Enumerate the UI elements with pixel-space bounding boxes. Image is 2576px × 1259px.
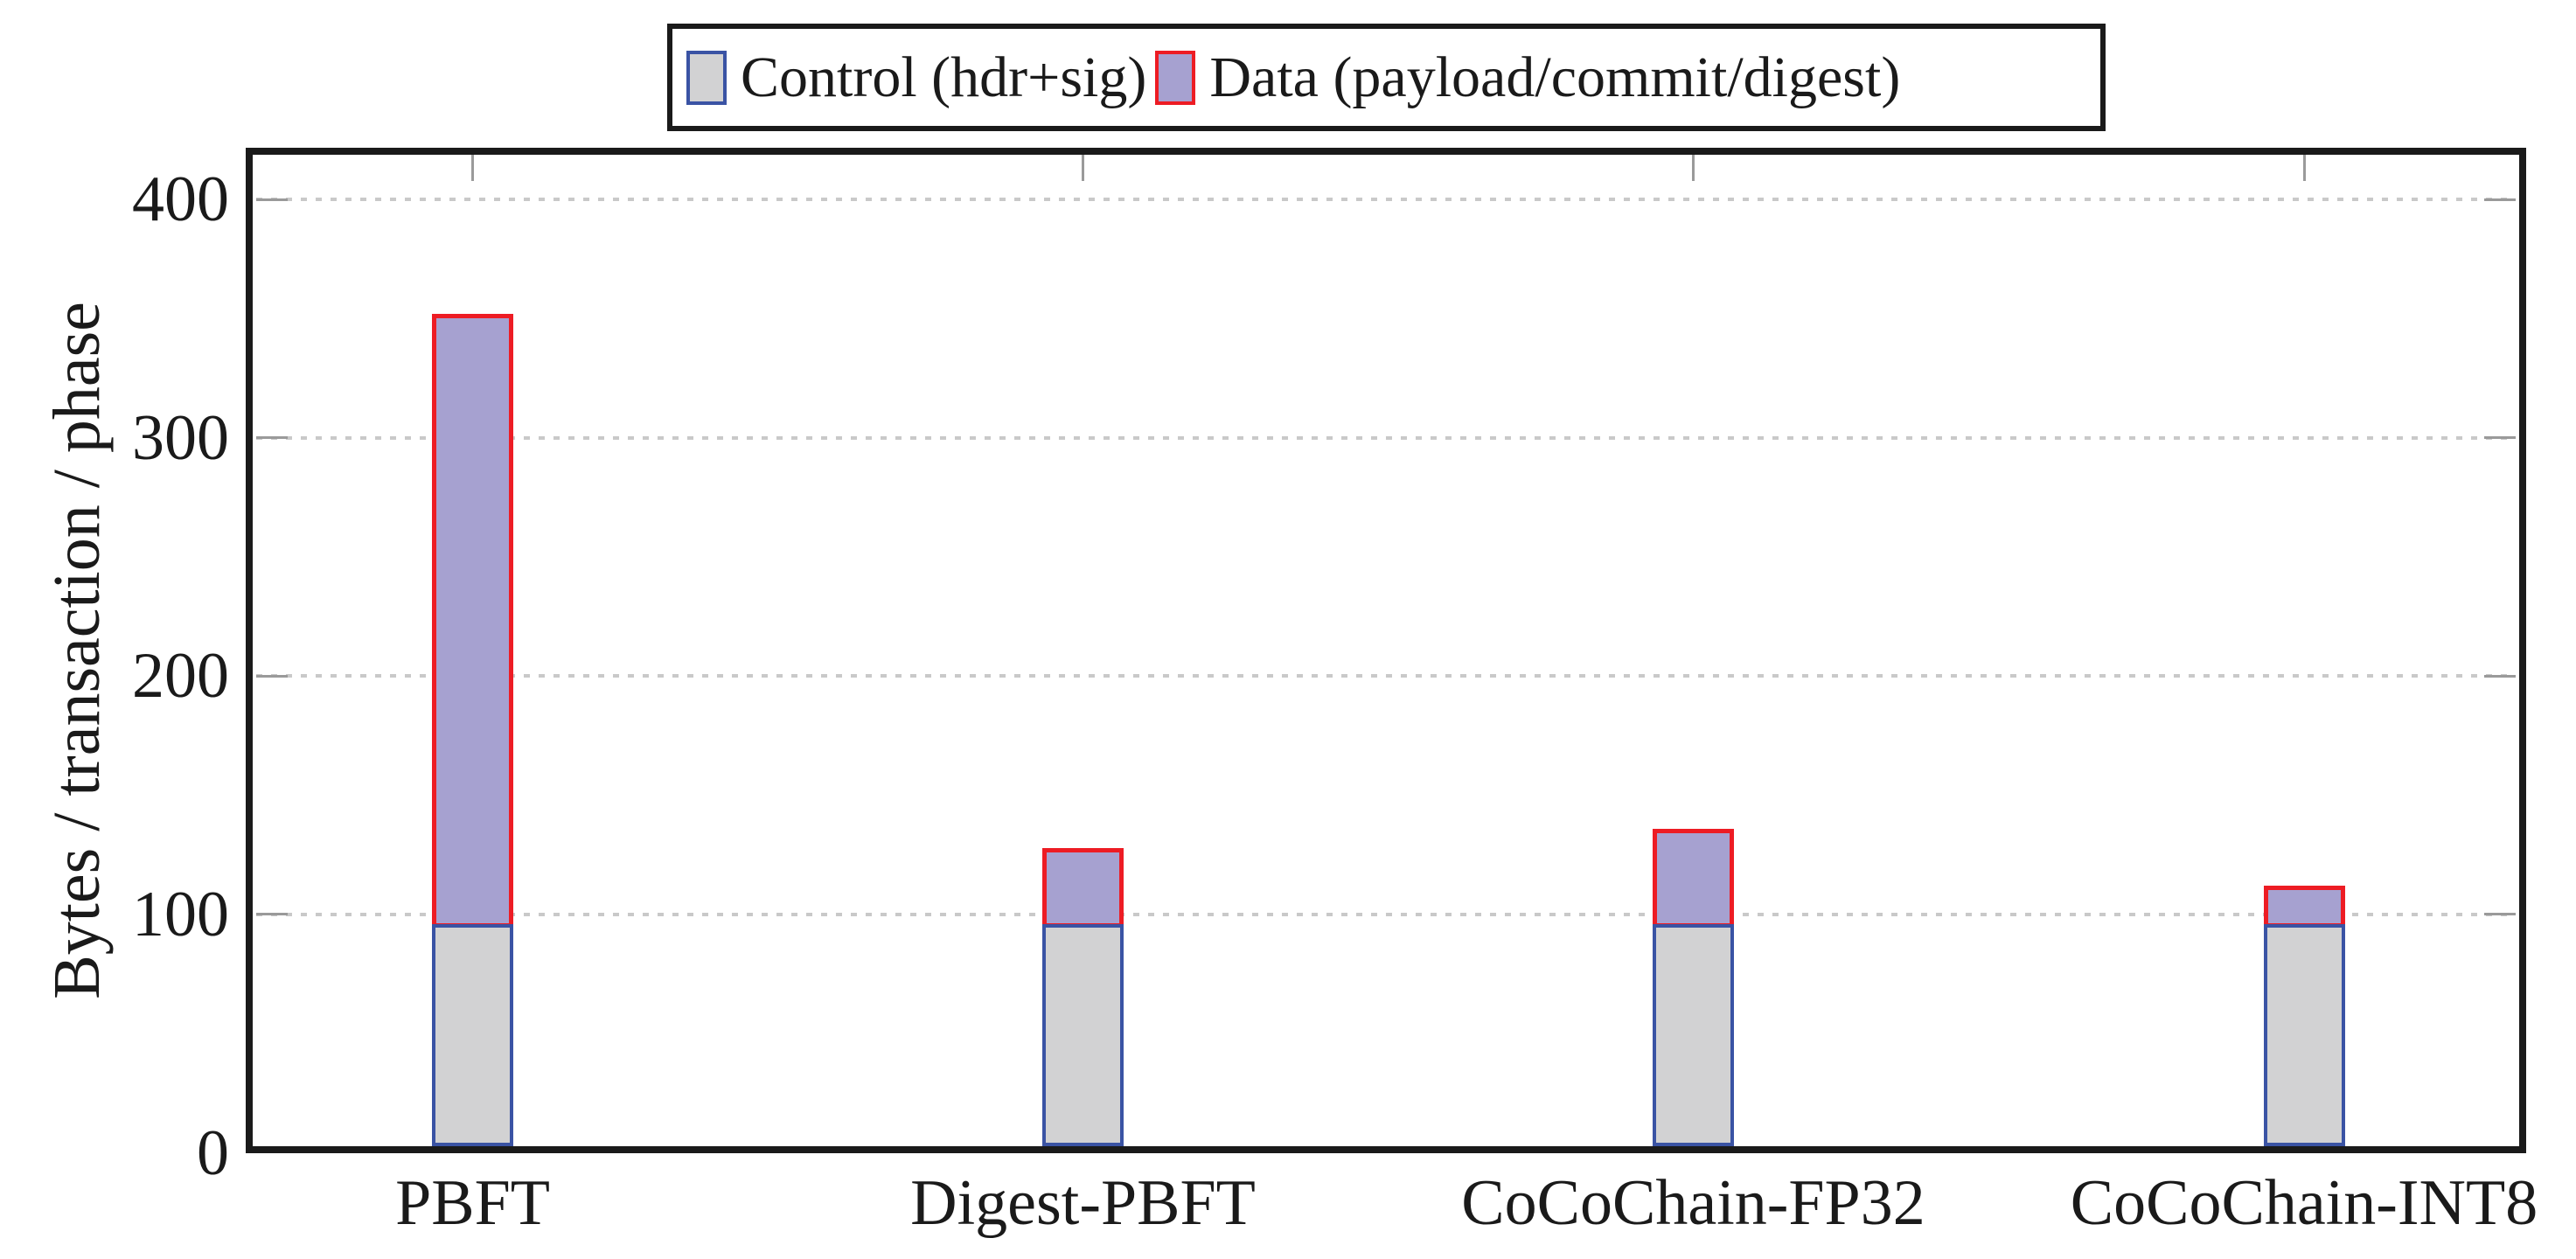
right-tick-100	[2484, 913, 2516, 916]
bar-data-segment	[1042, 847, 1124, 928]
x-tick-label-2: CoCoChain-FP32	[1461, 1167, 1925, 1239]
x-tick-label-0: PBFT	[395, 1167, 550, 1239]
legend-item-control: Control (hdr+sig)	[686, 45, 1147, 109]
gridline-200	[256, 674, 2516, 678]
plot-area	[246, 148, 2526, 1153]
left-tick-200	[256, 674, 288, 678]
bar-data-segment	[2263, 886, 2345, 928]
legend-box: Control (hdr+sig) Data (payload/commit/d…	[667, 24, 2106, 131]
left-tick-400	[256, 198, 288, 201]
bar-control-segment	[2263, 923, 2345, 1146]
y-tick-label-200: 200	[132, 640, 229, 713]
legend-item-data: Data (payload/commit/digest)	[1155, 45, 1901, 109]
legend-swatch-data-icon	[1155, 50, 1196, 105]
gridline-100	[256, 912, 2516, 916]
x-tick-label-1: Digest-PBFT	[910, 1167, 1256, 1239]
right-tick-300	[2484, 436, 2516, 440]
bar-control-segment	[432, 923, 513, 1146]
bar-control-segment	[1653, 923, 1734, 1146]
top-tick-1	[1082, 155, 1084, 181]
bar-control-segment	[1042, 923, 1124, 1146]
y-tick-label-0: 0	[197, 1116, 229, 1189]
right-tick-200	[2484, 674, 2516, 678]
bar-data-segment	[1653, 828, 1734, 928]
legend-label-data: Data (payload/commit/digest)	[1209, 45, 1901, 109]
y-tick-label-400: 400	[132, 163, 229, 235]
y-tick-label-100: 100	[132, 878, 229, 950]
gridline-400	[256, 198, 2516, 201]
right-tick-400	[2484, 198, 2516, 201]
left-tick-300	[256, 436, 288, 440]
bar-data-segment	[432, 313, 513, 928]
left-tick-100	[256, 913, 288, 916]
x-tick-label-3: CoCoChain-INT8	[2070, 1167, 2538, 1239]
legend-label-control: Control (hdr+sig)	[741, 45, 1147, 109]
top-tick-0	[471, 155, 474, 181]
y-tick-label-300: 300	[132, 401, 229, 474]
gridline-300	[256, 435, 2516, 440]
top-tick-3	[2302, 155, 2306, 181]
top-tick-2	[1692, 155, 1695, 181]
legend-swatch-control-icon	[686, 50, 727, 105]
